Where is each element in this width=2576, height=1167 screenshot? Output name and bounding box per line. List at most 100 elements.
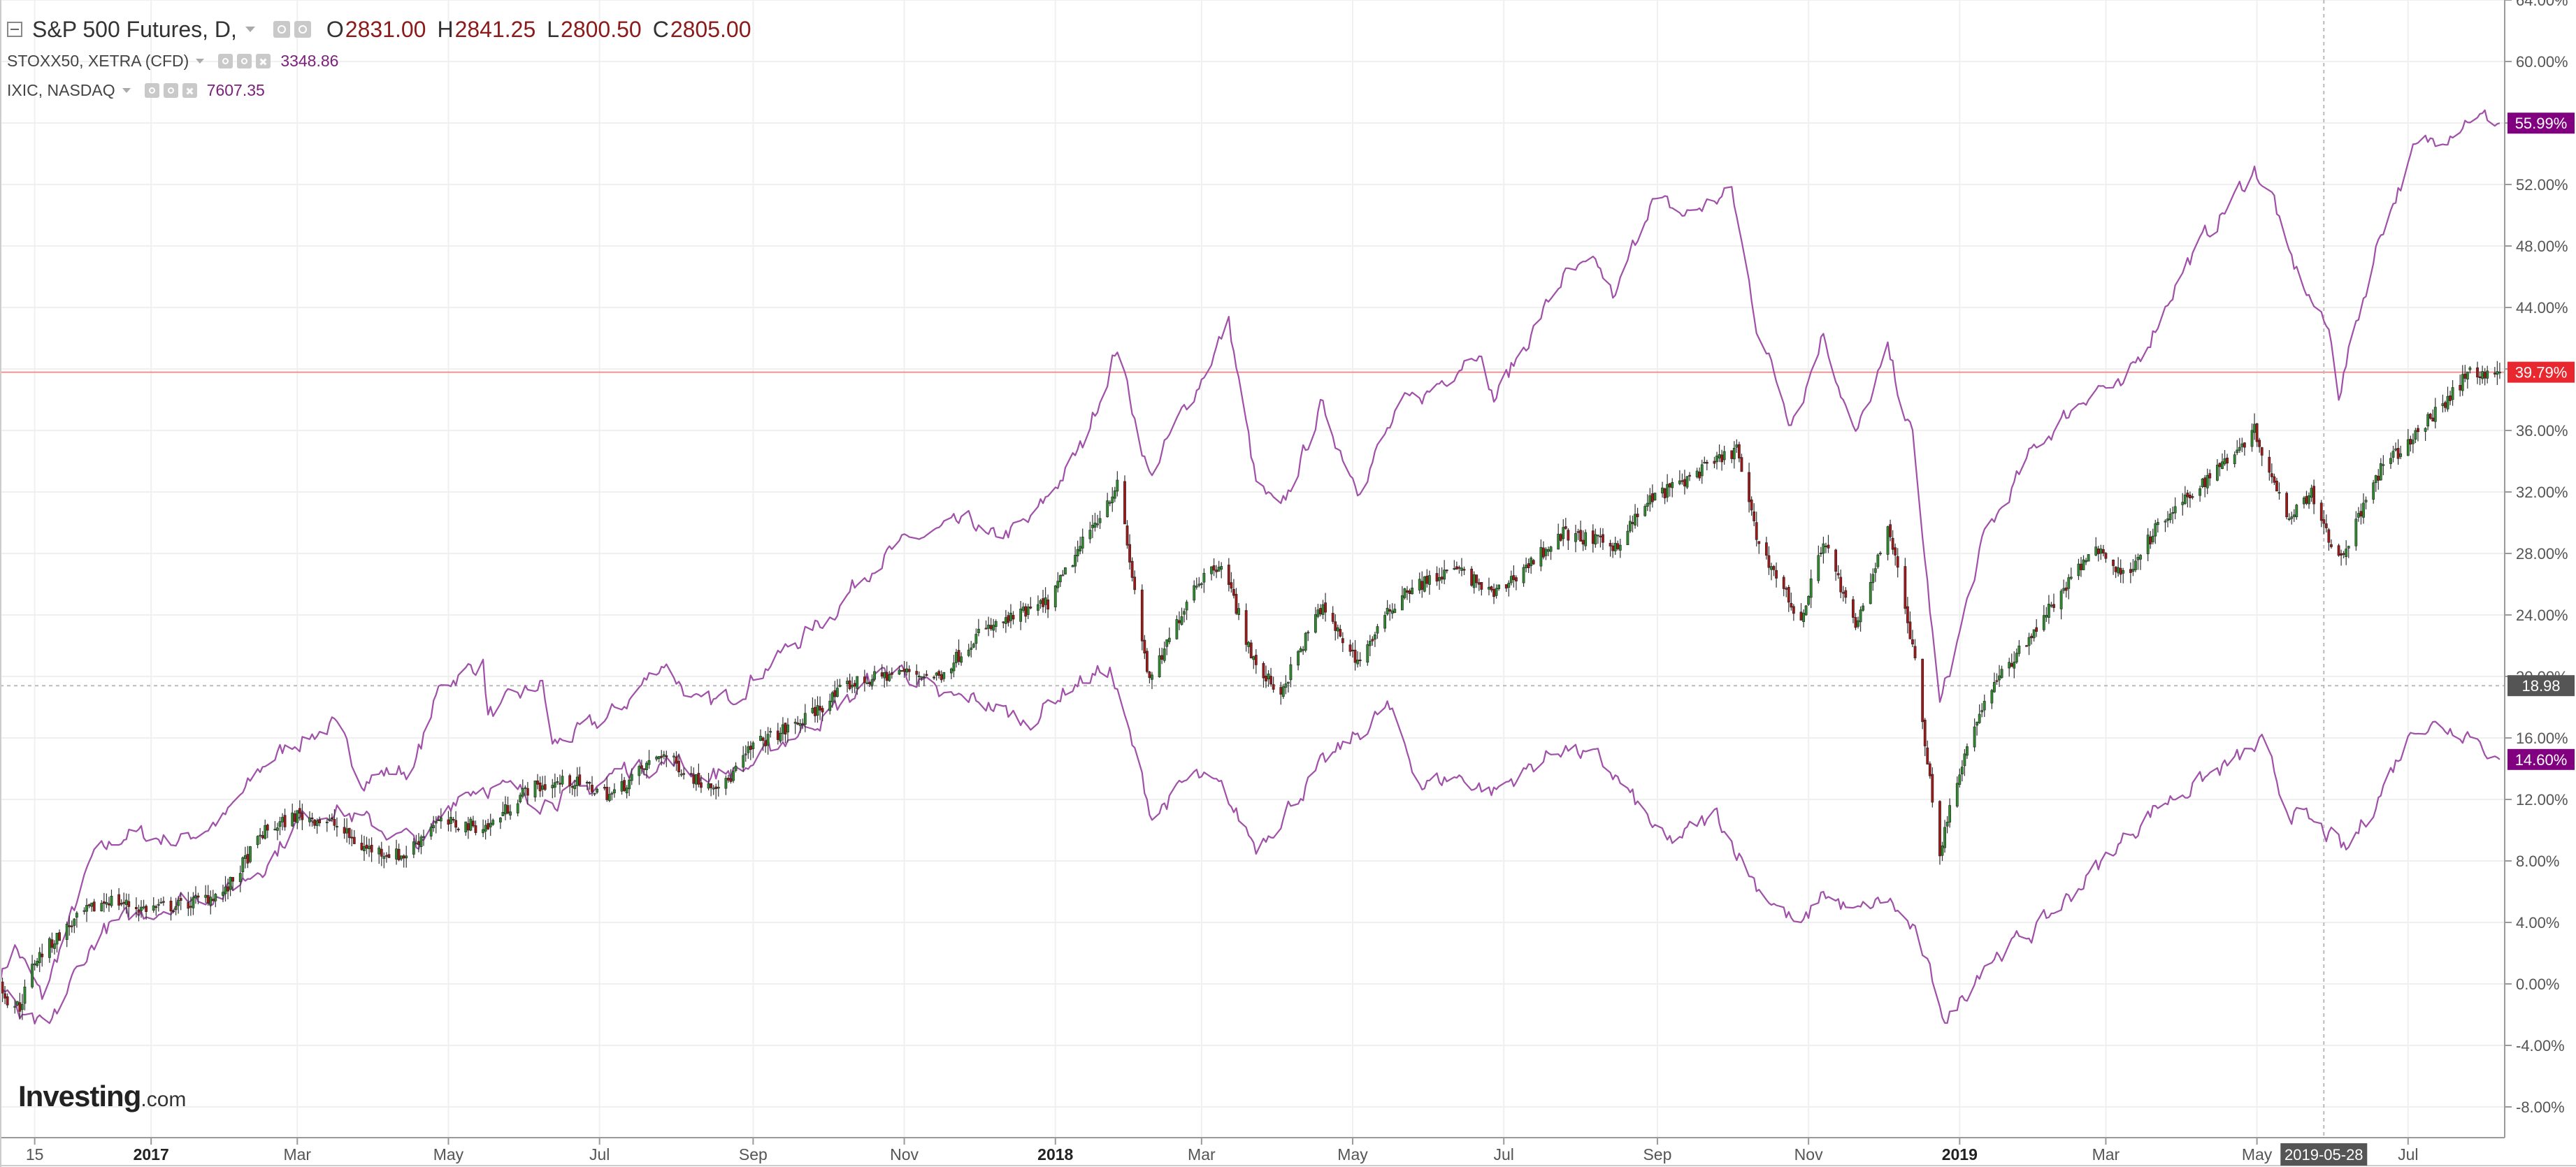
- candle-body: [2424, 428, 2427, 432]
- compare-legend-ixic[interactable]: IXIC, NASDAQ 7607.35: [7, 75, 751, 105]
- y-tick-label: 44.00%: [2516, 299, 2568, 317]
- candle-body: [452, 818, 455, 821]
- candle-body: [1252, 656, 1255, 660]
- candle-body: [751, 742, 755, 749]
- candle-body: [1237, 608, 1240, 616]
- candle-body: [1631, 522, 1634, 524]
- candle-body: [1175, 619, 1179, 639]
- candle-body: [640, 765, 643, 769]
- candle-body: [955, 652, 958, 663]
- candle-body: [1113, 490, 1116, 499]
- candle-body: [1472, 574, 1476, 588]
- candle-body: [1061, 574, 1065, 577]
- candle-body: [117, 894, 121, 906]
- candle-body: [363, 846, 366, 852]
- candle-body: [1748, 472, 1750, 502]
- candle-body: [707, 783, 710, 789]
- candle-body: [1945, 822, 1949, 827]
- candle-body: [1383, 615, 1386, 629]
- candle-body: [229, 876, 232, 890]
- candle-body: [689, 773, 693, 775]
- candle-body: [1058, 575, 1062, 583]
- chevron-down-icon[interactable]: [196, 58, 205, 64]
- investing-logo: Investing.com: [18, 1080, 186, 1113]
- eye-icon[interactable]: [294, 21, 311, 38]
- candle-body: [1904, 566, 1907, 609]
- candle-body: [31, 964, 34, 987]
- candle-body: [2048, 604, 2050, 618]
- candle-body: [1886, 526, 1890, 555]
- candle-body: [447, 819, 450, 825]
- candle-body: [1976, 721, 1979, 726]
- candle-body: [1732, 448, 1736, 460]
- candle-body: [1021, 607, 1025, 611]
- candle-body: [1475, 574, 1478, 584]
- candle-body: [487, 823, 490, 829]
- candle-body: [1772, 566, 1776, 570]
- candle-body: [1230, 582, 1233, 589]
- candle-body: [1217, 567, 1221, 572]
- candle-body: [2406, 439, 2410, 456]
- candle-body: [87, 904, 91, 906]
- candle-body: [2223, 458, 2226, 465]
- settings-icon[interactable]: [218, 53, 233, 68]
- candle-body: [915, 671, 919, 675]
- candle-body: [1948, 805, 1952, 822]
- candle-body: [469, 818, 473, 831]
- candle-body: [419, 836, 423, 847]
- candle-body: [2027, 637, 2031, 646]
- candle-body: [1564, 526, 1567, 529]
- candle-body: [325, 821, 329, 823]
- chevron-down-icon[interactable]: [122, 87, 131, 93]
- candle-body: [578, 774, 582, 785]
- candle-body: [2136, 557, 2140, 560]
- candle-body: [1106, 500, 1109, 517]
- eye-icon[interactable]: [163, 82, 178, 98]
- candle-body: [1738, 444, 1741, 458]
- candle-body: [1750, 499, 1753, 511]
- candle-body: [533, 781, 537, 798]
- y-axis-panel: [2505, 0, 2576, 1167]
- candle-body: [1681, 480, 1684, 482]
- close-icon[interactable]: [182, 82, 197, 98]
- y-tick-label: 24.00%: [2516, 607, 2568, 624]
- candle-body: [2340, 553, 2343, 556]
- candle-body: [553, 782, 556, 788]
- candle-body: [1044, 597, 1047, 605]
- candle-body: [283, 815, 287, 827]
- settings-icon[interactable]: [273, 21, 290, 38]
- compare-legend-stoxx50[interactable]: STOXX50, XETRA (CFD) 3348.86: [7, 46, 751, 75]
- candle-body: [256, 836, 259, 846]
- candle-body: [417, 841, 420, 845]
- candle-body: [1722, 451, 1726, 461]
- candle-body: [647, 760, 651, 765]
- candle-body: [482, 829, 484, 834]
- candle-body: [1894, 547, 1897, 556]
- candle-body: [1039, 600, 1042, 604]
- x-tick-label: May: [433, 1145, 464, 1164]
- candle-body: [2240, 443, 2244, 447]
- collapse-legend-icon[interactable]: [7, 22, 22, 37]
- chevron-down-icon[interactable]: [245, 27, 255, 32]
- candle-body: [1371, 639, 1374, 642]
- candle-body: [439, 817, 442, 822]
- candle-body: [434, 821, 438, 824]
- eye-icon[interactable]: [237, 53, 252, 68]
- candle-body: [1316, 609, 1320, 617]
- settings-icon[interactable]: [144, 82, 159, 98]
- candle-body: [73, 918, 76, 926]
- candle-body: [1602, 534, 1604, 543]
- candle-body: [1685, 476, 1689, 488]
- candle-body: [967, 649, 970, 656]
- candle-body: [1423, 576, 1426, 592]
- candle-body: [1983, 701, 1986, 711]
- candle-body: [1321, 604, 1325, 615]
- candle-body: [1891, 537, 1894, 550]
- candle-body: [2067, 577, 2071, 589]
- close-icon[interactable]: [256, 53, 271, 68]
- candle-body: [504, 804, 507, 815]
- y-tick-label: 52.00%: [2516, 176, 2568, 194]
